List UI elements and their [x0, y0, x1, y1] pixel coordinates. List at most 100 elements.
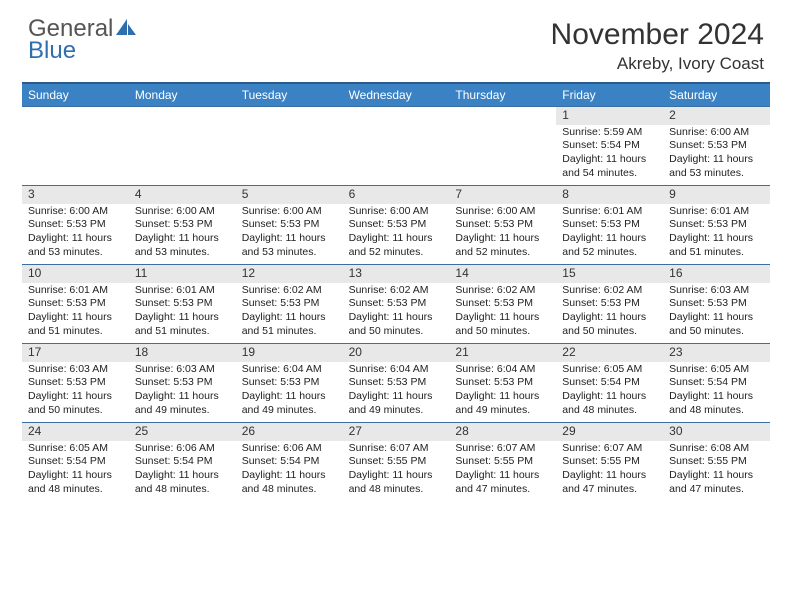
daylight-line: Daylight: 11 hours and 53 minutes. — [242, 232, 337, 259]
sunrise-line: Sunrise: 6:07 AM — [349, 442, 444, 456]
sunset-line: Sunset: 5:53 PM — [242, 218, 337, 232]
month-title: November 2024 — [551, 18, 764, 52]
day-number: 25 — [129, 423, 236, 441]
daylight-line: Daylight: 11 hours and 47 minutes. — [455, 469, 550, 496]
day-number: 20 — [343, 344, 450, 362]
weekday-header: Monday — [129, 84, 236, 106]
sunset-line: Sunset: 5:53 PM — [669, 297, 764, 311]
day-details: Sunrise: 6:01 AMSunset: 5:53 PMDaylight:… — [663, 204, 770, 263]
day-cell: 4Sunrise: 6:00 AMSunset: 5:53 PMDaylight… — [129, 186, 236, 264]
week-row: 3Sunrise: 6:00 AMSunset: 5:53 PMDaylight… — [22, 185, 770, 264]
sunset-line: Sunset: 5:54 PM — [669, 376, 764, 390]
daylight-line: Daylight: 11 hours and 54 minutes. — [562, 153, 657, 180]
day-number: 19 — [236, 344, 343, 362]
sunrise-line: Sunrise: 6:07 AM — [562, 442, 657, 456]
header: General Blue November 2024 Akreby, Ivory… — [0, 0, 792, 82]
sunset-line: Sunset: 5:53 PM — [669, 218, 764, 232]
empty-cell — [129, 107, 236, 185]
daylight-line: Daylight: 11 hours and 53 minutes. — [28, 232, 123, 259]
day-details: Sunrise: 6:06 AMSunset: 5:54 PMDaylight:… — [129, 441, 236, 500]
sunset-line: Sunset: 5:54 PM — [242, 455, 337, 469]
daylight-line: Daylight: 11 hours and 48 minutes. — [242, 469, 337, 496]
sunset-line: Sunset: 5:54 PM — [562, 376, 657, 390]
daylight-line: Daylight: 11 hours and 49 minutes. — [242, 390, 337, 417]
day-details: Sunrise: 6:00 AMSunset: 5:53 PMDaylight:… — [663, 125, 770, 184]
sunset-line: Sunset: 5:53 PM — [455, 376, 550, 390]
day-details: Sunrise: 6:04 AMSunset: 5:53 PMDaylight:… — [449, 362, 556, 421]
sunrise-line: Sunrise: 6:05 AM — [562, 363, 657, 377]
daylight-line: Daylight: 11 hours and 51 minutes. — [242, 311, 337, 338]
weeks-container: 1Sunrise: 5:59 AMSunset: 5:54 PMDaylight… — [22, 106, 770, 501]
day-cell: 29Sunrise: 6:07 AMSunset: 5:55 PMDayligh… — [556, 423, 663, 501]
weekday-header-row: SundayMondayTuesdayWednesdayThursdayFrid… — [22, 82, 770, 106]
brand-logo: General Blue — [28, 18, 137, 61]
day-cell: 7Sunrise: 6:00 AMSunset: 5:53 PMDaylight… — [449, 186, 556, 264]
sunset-line: Sunset: 5:53 PM — [455, 297, 550, 311]
sunrise-line: Sunrise: 6:02 AM — [242, 284, 337, 298]
day-number: 5 — [236, 186, 343, 204]
daylight-line: Daylight: 11 hours and 49 minutes. — [455, 390, 550, 417]
sunset-line: Sunset: 5:53 PM — [562, 218, 657, 232]
week-row: 17Sunrise: 6:03 AMSunset: 5:53 PMDayligh… — [22, 343, 770, 422]
day-cell: 2Sunrise: 6:00 AMSunset: 5:53 PMDaylight… — [663, 107, 770, 185]
empty-cell — [236, 107, 343, 185]
day-cell: 15Sunrise: 6:02 AMSunset: 5:53 PMDayligh… — [556, 265, 663, 343]
daylight-line: Daylight: 11 hours and 49 minutes. — [135, 390, 230, 417]
day-details: Sunrise: 6:01 AMSunset: 5:53 PMDaylight:… — [129, 283, 236, 342]
sunrise-line: Sunrise: 6:01 AM — [28, 284, 123, 298]
calendar: SundayMondayTuesdayWednesdayThursdayFrid… — [0, 82, 792, 501]
daylight-line: Daylight: 11 hours and 48 minutes. — [562, 390, 657, 417]
day-cell: 6Sunrise: 6:00 AMSunset: 5:53 PMDaylight… — [343, 186, 450, 264]
brand-text: General Blue — [28, 18, 137, 61]
day-details: Sunrise: 6:03 AMSunset: 5:53 PMDaylight:… — [22, 362, 129, 421]
sunset-line: Sunset: 5:53 PM — [135, 297, 230, 311]
daylight-line: Daylight: 11 hours and 47 minutes. — [669, 469, 764, 496]
sunset-line: Sunset: 5:54 PM — [562, 139, 657, 153]
sunset-line: Sunset: 5:55 PM — [562, 455, 657, 469]
day-number: 24 — [22, 423, 129, 441]
day-cell: 14Sunrise: 6:02 AMSunset: 5:53 PMDayligh… — [449, 265, 556, 343]
sunset-line: Sunset: 5:53 PM — [349, 218, 444, 232]
day-details: Sunrise: 6:02 AMSunset: 5:53 PMDaylight:… — [556, 283, 663, 342]
day-cell: 13Sunrise: 6:02 AMSunset: 5:53 PMDayligh… — [343, 265, 450, 343]
weekday-header: Sunday — [22, 84, 129, 106]
daylight-line: Daylight: 11 hours and 53 minutes. — [669, 153, 764, 180]
sunset-line: Sunset: 5:55 PM — [349, 455, 444, 469]
day-cell: 20Sunrise: 6:04 AMSunset: 5:53 PMDayligh… — [343, 344, 450, 422]
daylight-line: Daylight: 11 hours and 53 minutes. — [135, 232, 230, 259]
day-number: 16 — [663, 265, 770, 283]
day-cell: 5Sunrise: 6:00 AMSunset: 5:53 PMDaylight… — [236, 186, 343, 264]
day-details: Sunrise: 6:08 AMSunset: 5:55 PMDaylight:… — [663, 441, 770, 500]
sunrise-line: Sunrise: 6:08 AM — [669, 442, 764, 456]
week-row: 24Sunrise: 6:05 AMSunset: 5:54 PMDayligh… — [22, 422, 770, 501]
day-cell: 11Sunrise: 6:01 AMSunset: 5:53 PMDayligh… — [129, 265, 236, 343]
weekday-header: Friday — [556, 84, 663, 106]
sunrise-line: Sunrise: 6:05 AM — [669, 363, 764, 377]
day-details: Sunrise: 6:01 AMSunset: 5:53 PMDaylight:… — [556, 204, 663, 263]
day-cell: 25Sunrise: 6:06 AMSunset: 5:54 PMDayligh… — [129, 423, 236, 501]
sunrise-line: Sunrise: 6:01 AM — [135, 284, 230, 298]
day-cell: 1Sunrise: 5:59 AMSunset: 5:54 PMDaylight… — [556, 107, 663, 185]
sunset-line: Sunset: 5:53 PM — [349, 376, 444, 390]
day-cell: 10Sunrise: 6:01 AMSunset: 5:53 PMDayligh… — [22, 265, 129, 343]
day-number: 12 — [236, 265, 343, 283]
sunrise-line: Sunrise: 6:00 AM — [455, 205, 550, 219]
day-number: 18 — [129, 344, 236, 362]
sunrise-line: Sunrise: 6:00 AM — [669, 126, 764, 140]
day-details: Sunrise: 6:06 AMSunset: 5:54 PMDaylight:… — [236, 441, 343, 500]
day-cell: 12Sunrise: 6:02 AMSunset: 5:53 PMDayligh… — [236, 265, 343, 343]
empty-cell — [343, 107, 450, 185]
day-number: 13 — [343, 265, 450, 283]
sunrise-line: Sunrise: 6:04 AM — [455, 363, 550, 377]
sunrise-line: Sunrise: 6:04 AM — [242, 363, 337, 377]
day-number: 29 — [556, 423, 663, 441]
day-number: 23 — [663, 344, 770, 362]
day-details: Sunrise: 6:00 AMSunset: 5:53 PMDaylight:… — [129, 204, 236, 263]
sunrise-line: Sunrise: 6:06 AM — [135, 442, 230, 456]
sunrise-line: Sunrise: 5:59 AM — [562, 126, 657, 140]
empty-cell — [22, 107, 129, 185]
day-number: 26 — [236, 423, 343, 441]
sunrise-line: Sunrise: 6:00 AM — [242, 205, 337, 219]
sunrise-line: Sunrise: 6:00 AM — [135, 205, 230, 219]
day-details: Sunrise: 6:05 AMSunset: 5:54 PMDaylight:… — [22, 441, 129, 500]
